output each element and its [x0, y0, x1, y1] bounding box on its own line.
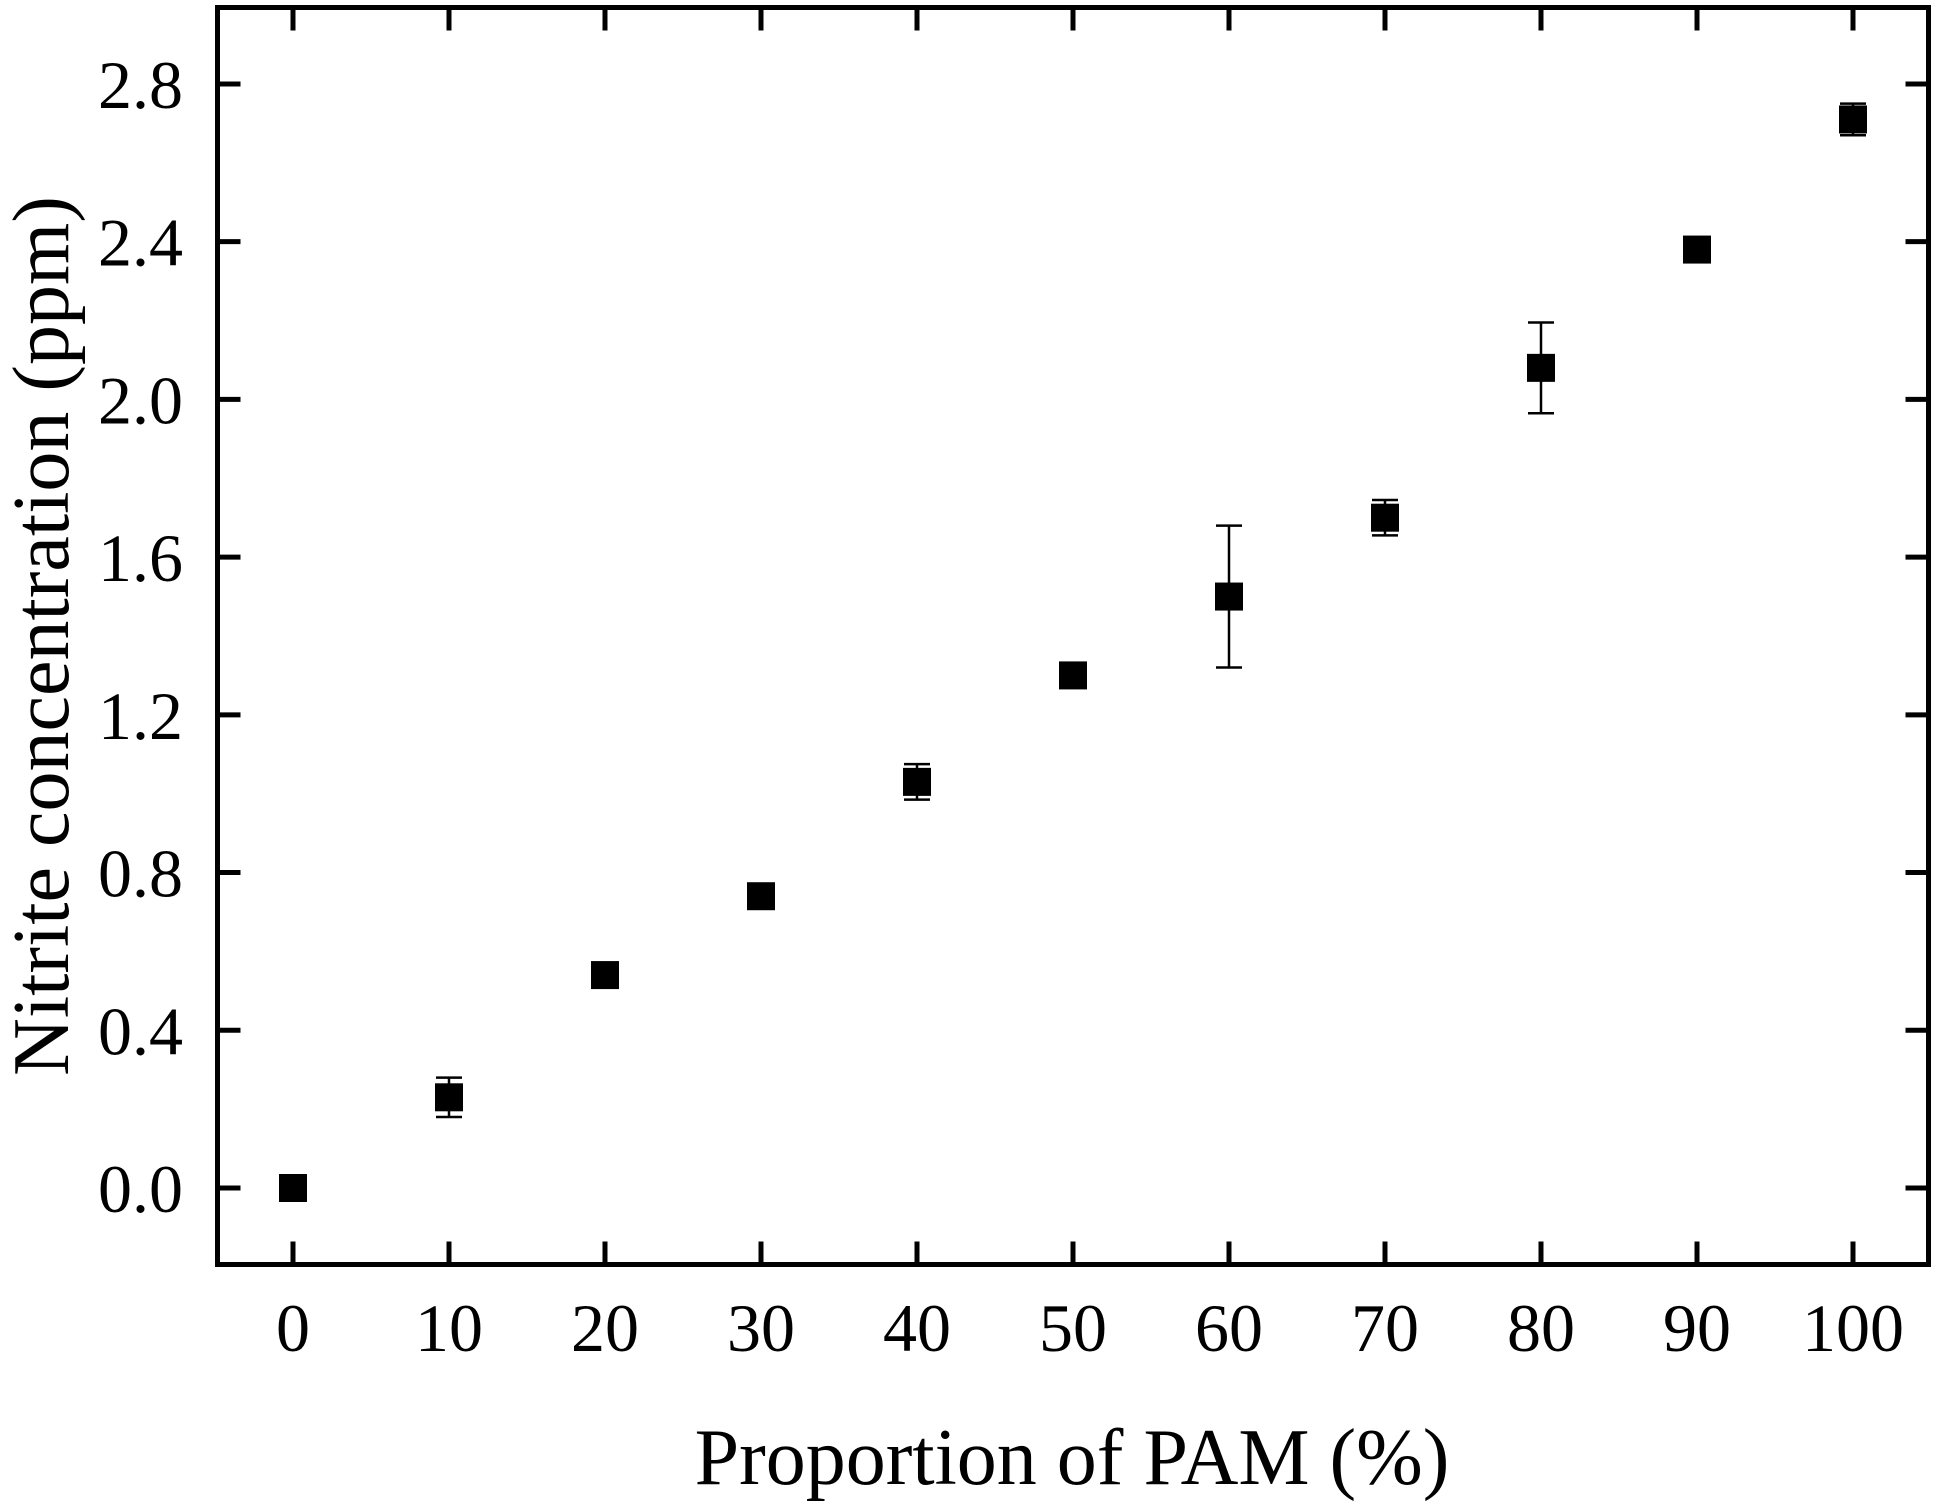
y-axis-title: Nitrite concentration (ppm) — [0, 196, 86, 1076]
square-marker — [1683, 235, 1711, 264]
square-marker — [747, 882, 775, 911]
x-tick-label: 60 — [1195, 1290, 1263, 1366]
square-marker — [435, 1083, 463, 1112]
x-tick-label: 10 — [415, 1290, 483, 1366]
square-marker — [1371, 503, 1399, 532]
square-marker — [591, 961, 619, 990]
y-tick-label: 0.8 — [98, 836, 183, 912]
data-point — [279, 1174, 307, 1202]
data-point — [747, 882, 775, 911]
data-point — [1839, 102, 1867, 137]
x-tick-labels: 0 10 20 30 40 50 60 70 80 90 100 — [276, 1290, 1904, 1366]
x-tick-label: 40 — [883, 1290, 951, 1366]
y-tick-label: 2.0 — [98, 362, 183, 438]
axis-ticks — [217, 7, 1929, 1265]
data-point — [591, 961, 619, 990]
x-tick-label: 70 — [1351, 1290, 1419, 1366]
square-marker — [903, 767, 931, 796]
square-marker — [1215, 582, 1243, 611]
y-tick-labels: 0.0 0.4 0.8 1.2 1.6 2.0 2.4 2.8 — [98, 47, 183, 1227]
x-tick-label: 0 — [276, 1290, 310, 1366]
x-tick-label: 20 — [571, 1290, 639, 1366]
square-marker — [1059, 661, 1087, 690]
y-tick-label: 2.4 — [98, 205, 183, 281]
y-tick-label: 2.8 — [98, 47, 183, 123]
data-point — [1527, 321, 1555, 415]
x-tick-label: 100 — [1802, 1290, 1904, 1366]
x-axis-title: Proportion of PAM (%) — [695, 1414, 1450, 1502]
x-tick-label: 50 — [1039, 1290, 1107, 1366]
data-point — [1059, 661, 1087, 690]
y-tick-label: 0.0 — [98, 1151, 183, 1227]
data-points — [279, 102, 1867, 1202]
x-tick-label: 90 — [1663, 1290, 1731, 1366]
data-point — [1371, 498, 1399, 537]
y-tick-label: 1.6 — [98, 520, 183, 596]
x-tick-label: 80 — [1507, 1290, 1575, 1366]
plot-frame — [215, 5, 1931, 1267]
y-tick-label: 1.2 — [98, 678, 183, 754]
y-tick-label: 0.4 — [98, 993, 183, 1069]
data-point — [903, 762, 931, 801]
data-point — [1683, 235, 1711, 264]
square-marker — [1839, 105, 1867, 134]
square-marker — [1527, 353, 1555, 382]
x-tick-label: 30 — [727, 1290, 795, 1366]
square-marker — [279, 1174, 307, 1202]
data-point — [435, 1076, 463, 1119]
data-point — [1215, 524, 1243, 669]
